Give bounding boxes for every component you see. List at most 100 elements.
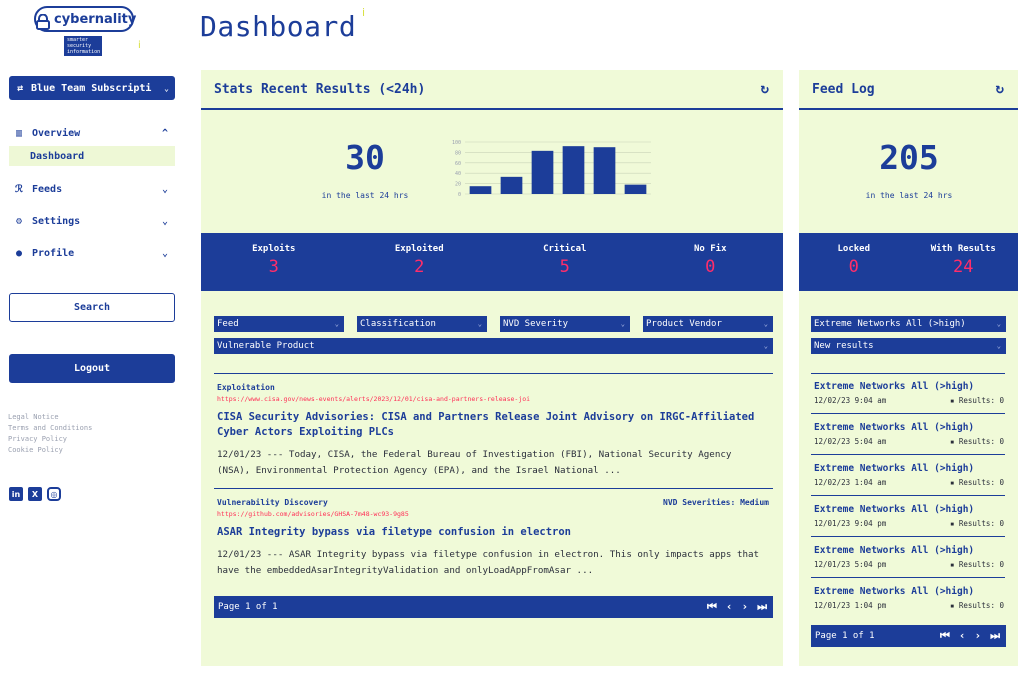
feed-entry-time: 12/02/23 5:04 am [814,437,887,446]
logo-tagline: smarter security information [64,36,102,56]
info-icon[interactable]: i [362,6,366,19]
stat-critical[interactable]: Critical 5 [492,233,638,291]
result-filter-value: New results [814,341,874,351]
feed-entry[interactable]: Extreme Networks All (>high) 12/02/23 9:… [814,381,1004,405]
chart-bar[interactable] [593,147,616,194]
feed-entry-results: ▪ Results: 0 [949,560,1004,569]
stat-label: Exploited [394,244,444,254]
cookie-policy-link[interactable]: Cookie Policy [8,446,63,454]
classification-select[interactable]: Classification ⌄ [357,316,487,332]
divider [214,488,773,489]
pager-controls: ⏮ ‹ › ⏭ [707,600,767,614]
article-title[interactable]: CISA Security Advisories: CISA and Partn… [217,411,755,438]
xing-icon[interactable]: X [28,487,42,501]
feed-entry-results: ▪ Results: 0 [949,519,1004,528]
sidebar-item-label: Settings [32,215,81,227]
sidebar-item-settings[interactable]: ⚙ Settings ⌄ [0,210,190,232]
product-vendor-select[interactable]: Product Vendor ⌄ [643,316,773,332]
feed-filter-select[interactable]: Extreme Networks All (>high) ⌄ [811,316,1006,332]
article-category-row: Vulnerability Discovery NVD Severities: … [217,498,769,507]
subscription-label: Blue Team Subscripti [31,82,152,94]
chart-bar[interactable] [469,186,492,194]
classification-select-value: Classification [360,319,436,329]
legal-notice-link[interactable]: Legal Notice [8,413,59,421]
last-page-icon[interactable]: ⏭ [990,629,1000,642]
prev-page-icon[interactable]: ‹ [958,629,966,642]
feed-count: 205 [879,138,939,177]
chevron-down-icon: ⌄ [161,183,168,195]
article-url[interactable]: https://www.cisa.gov/news-events/alerts/… [217,395,531,403]
feed-entry-results: ▪ Results: 0 [949,601,1004,610]
article-summary: 12/01/23 --- Today, CISA, the Federal Bu… [217,449,732,476]
privacy-policy-link[interactable]: Privacy Policy [8,435,68,443]
chart-y-tick-label: 60 [455,161,461,167]
divider [811,413,1005,414]
subscription-swap-icon: ⇄ [17,82,24,94]
refresh-icon[interactable]: ↻ [995,81,1004,97]
recent-results-chart: 100 80 60 40 20 0 [452,140,651,198]
first-page-icon[interactable]: ⏮ [706,600,717,613]
article-url[interactable]: https://github.com/advisories/GHSA-7m48-… [217,510,409,518]
sidebar-subitem-dashboard[interactable]: Dashboard [9,146,175,166]
feed-entry[interactable]: Extreme Networks All (>high) 12/01/23 1:… [814,586,1004,610]
nvd-severity-select[interactable]: NVD Severity ⌄ [500,316,630,332]
sidebar-item-feeds[interactable]: ℛ Feeds ⌄ [0,178,190,200]
chart-bar[interactable] [624,184,647,194]
instagram-icon[interactable]: ◎ [47,487,61,501]
logo[interactable]: cybernality smarter security information… [34,6,144,56]
article-category-row: Exploitation [217,383,769,392]
feed-entry[interactable]: Extreme Networks All (>high) 12/01/23 5:… [814,545,1004,569]
stat-exploited[interactable]: Exploited 2 [347,233,493,291]
chart-y-tick-label: 80 [455,150,461,156]
feed-entry[interactable]: Extreme Networks All (>high) 12/02/23 5:… [814,422,1004,446]
search-button[interactable]: Search [9,293,175,322]
feed-entry-meta: 12/01/23 5:04 pm ▪ Results: 0 [814,560,1004,569]
last-page-icon[interactable]: ⏭ [757,600,767,613]
article-item[interactable]: Vulnerability Discovery NVD Severities: … [217,498,769,579]
chevron-down-icon: ⌄ [334,320,339,328]
stat-label: Locked [837,244,870,254]
stat-no-fix[interactable]: No Fix 0 [638,233,784,291]
sidebar-item-profile[interactable]: ● Profile ⌄ [0,242,190,264]
refresh-icon[interactable]: ↻ [760,81,769,97]
vulnerable-product-select[interactable]: Vulnerable Product ⌄ [214,338,773,354]
result-filter-select[interactable]: New results ⌄ [811,338,1006,354]
feed-entry[interactable]: Extreme Networks All (>high) 12/01/23 9:… [814,504,1004,528]
nvd-severity-select-value: NVD Severity [503,319,569,329]
feed-entry[interactable]: Extreme Networks All (>high) 12/02/23 1:… [814,463,1004,487]
product-vendor-select-value: Product Vendor [646,319,722,329]
bar-chart-icon: ▥ [15,127,23,139]
sidebar-item-overview[interactable]: ▥ Overview ^ [0,122,190,144]
prev-page-icon[interactable]: ‹ [725,600,733,613]
next-page-icon[interactable]: › [741,600,749,613]
terms-link[interactable]: Terms and Conditions [8,424,93,432]
info-icon[interactable]: i [138,40,141,51]
page-title: Dashboard [200,10,357,43]
stats-band: Exploits 3 Exploited 2 Critical 5 No Fix… [201,233,783,291]
article-item[interactable]: Exploitation https://www.cisa.gov/news-e… [217,383,769,479]
linkedin-icon[interactable]: in [9,487,23,501]
chevron-down-icon: ⌄ [620,320,625,328]
first-page-icon[interactable]: ⏮ [939,629,950,642]
stat-value: 0 [848,257,859,277]
chevron-down-icon: ⌄ [164,83,169,93]
subscription-select[interactable]: ⇄ Blue Team Subscripti ⌄ [9,76,175,100]
stat-locked[interactable]: Locked 0 [799,233,909,291]
feed-entry-title: Extreme Networks All (>high) [814,422,975,433]
next-page-icon[interactable]: › [974,629,982,642]
chart-bar[interactable] [500,176,523,194]
stat-exploits[interactable]: Exploits 3 [201,233,347,291]
sidebar-item-label: Profile [32,247,75,259]
stat-with-results[interactable]: With Results 24 [909,233,1019,291]
logout-button[interactable]: Logout [9,354,175,383]
chart-bar[interactable] [562,146,585,194]
social-links: in X ◎ [9,487,61,501]
article-title[interactable]: ASAR Integrity bypass via filetype confu… [217,526,572,538]
feed-count-caption: in the last 24 hrs [865,191,953,200]
chart-bar[interactable] [531,150,554,194]
feed-select[interactable]: Feed ⌄ [214,316,344,332]
gears-icon: ⚙ [15,215,23,227]
chevron-down-icon: ⌄ [996,342,1001,350]
chevron-down-icon: ⌄ [161,215,168,227]
recent-results-count: 30 [345,138,385,177]
